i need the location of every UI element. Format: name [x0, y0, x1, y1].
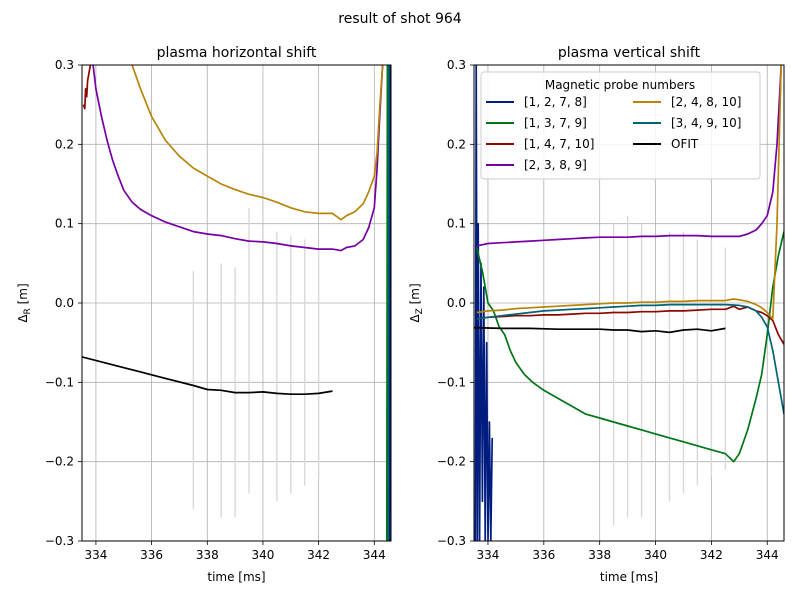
panel-title-horizontal: plasma horizontal shift: [157, 45, 317, 61]
ylabel-horizontal: ΔR [m]: [16, 283, 33, 322]
x-tick-label: 334: [477, 548, 500, 562]
series-layer-vertical: [474, 65, 784, 541]
y-tick-label: 0.3: [447, 58, 466, 72]
y-tick-label: −0.3: [45, 534, 74, 548]
legend-label: OFIT: [671, 137, 699, 151]
grid-horizontal: [82, 64, 391, 542]
series-line-3-4-9-10: [476, 303, 784, 415]
y-tick-label: 0.2: [447, 137, 466, 151]
ylabel-vertical: ΔZ [m]: [408, 283, 425, 322]
x-tick-label: 344: [756, 548, 779, 562]
faint-vertical-traces: [192, 207, 320, 518]
x-tick-label: 336: [140, 548, 163, 562]
y-tick-label: −0.1: [437, 375, 466, 389]
y-tick-label: −0.1: [45, 375, 74, 389]
series-line-ofit: [82, 356, 333, 396]
legend-label: [1, 2, 7, 8]: [524, 95, 587, 109]
x-tick-label: 338: [588, 548, 611, 562]
panel-vertical-shift: plasma vertical shift 334 336 338 340 342 344…: [408, 45, 785, 584]
legend-label: [1, 3, 7, 9]: [524, 116, 587, 130]
y-tick-label: −0.3: [437, 534, 466, 548]
y-tick-label: −0.2: [437, 455, 466, 469]
x-tick-label: 342: [700, 548, 723, 562]
y-tick-label: −0.2: [45, 455, 74, 469]
y-tick-label: 0.0: [447, 296, 466, 310]
series-line-1-4-7-10: [476, 305, 784, 345]
x-tick-label: 338: [196, 548, 219, 562]
series-line-1-3-7-9: [385, 65, 389, 541]
legend-entries: [1, 2, 7, 8] [1, 3, 7, 9] [1, 4, 7, 10] [2,…: [486, 95, 741, 172]
series-line-2-4-8-10: [131, 65, 384, 221]
series-line-3-4-9-10: [387, 65, 390, 541]
x-tick-label: 344: [363, 548, 386, 562]
legend-label: [2, 4, 8, 10]: [671, 95, 741, 109]
series-line-2-3-8-9: [476, 65, 783, 247]
ticks-vertical: 334 336 338 340 342 344 −0.3 −0.2 −0.1 0.0 0.1 0.2 0…: [437, 58, 779, 562]
panel-title-vertical: plasma vertical shift: [558, 45, 701, 61]
legend-label: [2, 3, 8, 9]: [524, 158, 587, 172]
series-line-ofit: [474, 326, 726, 334]
x-tick-label: 340: [251, 548, 274, 562]
y-tick-label: 0.2: [55, 137, 74, 151]
series-line-1-2-7-8: [474, 65, 494, 541]
legend-label: [1, 4, 7, 10]: [524, 137, 594, 151]
xlabel-vertical: time [ms]: [600, 570, 658, 584]
figure-title: result of shot 964: [338, 11, 461, 27]
x-tick-label: 340: [644, 548, 667, 562]
y-tick-label: 0.0: [55, 296, 74, 310]
y-tick-label: 0.1: [55, 217, 74, 231]
series-line-1-3-7-9: [475, 231, 784, 463]
x-tick-label: 342: [307, 548, 330, 562]
series-layer-horizontal: [82, 65, 391, 541]
xlabel-horizontal: time [ms]: [207, 570, 265, 584]
series-line-2-3-8-9: [92, 65, 384, 252]
x-tick-label: 336: [532, 548, 555, 562]
ticks-horizontal: 334 336 338 340 342 344 −0.3 −0.2 −0.1 0.0 0.1 0.2 0…: [45, 58, 386, 562]
legend-box: [480, 71, 761, 180]
series-line-1-2-7-8: [388, 65, 391, 541]
legend-title: Magnetic probe numbers: [545, 78, 695, 92]
series-line-2-4-8-10: [476, 65, 783, 320]
faint-vertical-traces-right: [612, 215, 727, 526]
y-tick-label: 0.1: [447, 217, 466, 231]
x-tick-label: 334: [84, 548, 107, 562]
legend-label: [3, 4, 9, 10]: [671, 116, 741, 130]
legend: Magnetic probe numbers [1, 2, 7, 8] [1, 3…: [480, 71, 761, 180]
y-tick-label: 0.3: [55, 58, 74, 72]
panel-horizontal-shift: plasma horizontal shift 334 336 338 340 342 3…: [16, 45, 392, 584]
series-line-1-4-7-10: [82, 65, 92, 110]
